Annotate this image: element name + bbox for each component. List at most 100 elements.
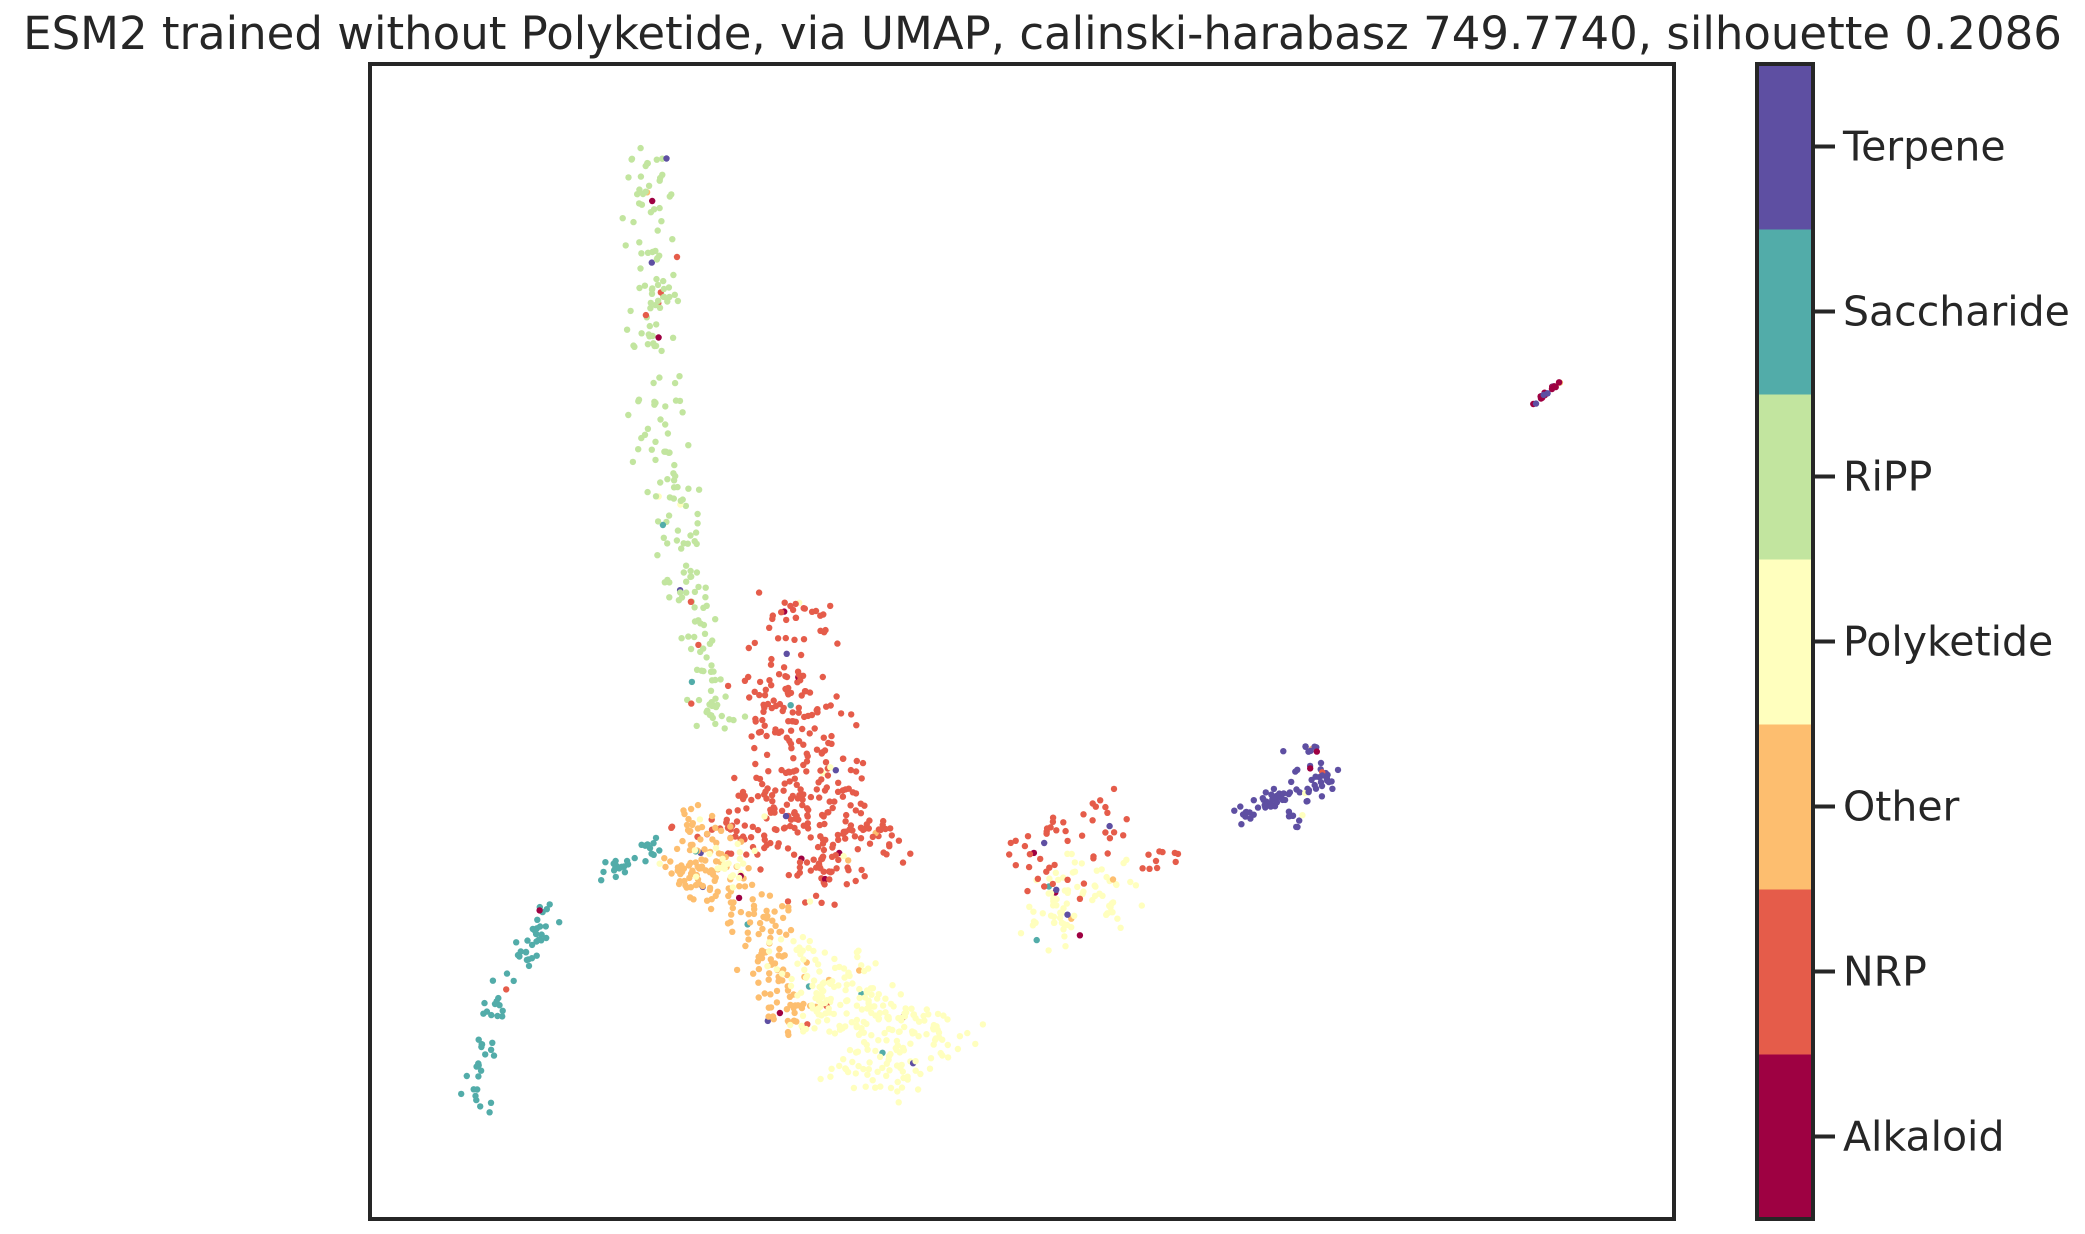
data-point: [679, 409, 686, 416]
data-point: [896, 1028, 903, 1035]
data-point: [650, 851, 657, 858]
data-point: [821, 881, 828, 888]
data-point: [713, 839, 720, 846]
data-point: [692, 881, 700, 889]
data-point: [742, 942, 749, 950]
data-point: [817, 833, 824, 840]
data-point: [829, 804, 836, 812]
data-point: [664, 476, 671, 483]
data-point: [783, 650, 790, 657]
data-point: [894, 1078, 901, 1086]
data-point: [494, 1012, 501, 1020]
data-point: [931, 1036, 939, 1044]
data-point: [771, 809, 778, 816]
data-point: [697, 620, 704, 627]
data-point: [769, 615, 776, 623]
data-point: [812, 892, 820, 899]
data-point: [744, 929, 751, 936]
data-point: [700, 604, 707, 611]
data-point: [843, 1010, 850, 1017]
data-point: [764, 700, 772, 708]
data-point: [756, 919, 764, 927]
data-point: [687, 805, 695, 813]
data-point: [1079, 890, 1086, 898]
data-point: [657, 174, 664, 182]
data-point: [863, 1041, 870, 1049]
data-point: [712, 695, 719, 702]
data-point: [654, 518, 662, 525]
data-point: [778, 609, 785, 616]
data-point: [827, 1073, 834, 1080]
data-point: [677, 497, 684, 504]
data-point: [888, 832, 895, 839]
data-point: [1254, 804, 1262, 811]
data-point: [807, 834, 814, 841]
data-point: [650, 206, 658, 213]
data-point: [1109, 876, 1117, 883]
data-point: [748, 796, 755, 804]
data-point: [787, 727, 795, 734]
data-point: [1051, 861, 1058, 869]
data-point: [1064, 837, 1071, 845]
data-point: [773, 987, 781, 995]
data-point: [843, 881, 850, 888]
data-point: [773, 999, 781, 1006]
data-point: [696, 816, 704, 823]
data-point: [817, 612, 824, 619]
data-point: [748, 733, 755, 740]
data-point: [1049, 880, 1057, 888]
data-point: [499, 1013, 506, 1020]
data-point: [863, 989, 870, 996]
data-point: [926, 1065, 934, 1072]
data-point: [473, 1096, 480, 1104]
data-point: [734, 807, 741, 814]
data-point: [792, 614, 800, 621]
data-point: [794, 829, 801, 836]
data-point: [1078, 832, 1086, 839]
data-point: [635, 398, 642, 405]
data-point: [664, 430, 672, 437]
data-point: [475, 1036, 482, 1043]
data-point: [1053, 886, 1060, 893]
data-point: [723, 816, 730, 823]
data-point: [1262, 789, 1270, 796]
data-point: [1296, 817, 1303, 824]
data-point: [885, 1025, 893, 1033]
data-point: [665, 284, 673, 291]
data-point: [804, 825, 812, 832]
data-point: [815, 860, 823, 867]
data-point: [803, 750, 810, 757]
data-point: [1060, 926, 1067, 933]
data-point: [1110, 829, 1118, 836]
data-point: [688, 700, 695, 707]
data-point: [779, 953, 786, 960]
data-point: [708, 812, 716, 820]
data-point: [679, 837, 686, 845]
data-point: [791, 824, 798, 832]
data-point: [751, 744, 758, 752]
data-point: [816, 994, 823, 1001]
data-point: [682, 502, 690, 510]
data-point: [883, 1037, 890, 1044]
data-point: [646, 322, 653, 330]
data-point: [658, 218, 665, 225]
data-point: [812, 956, 819, 963]
data-point: [1097, 797, 1104, 804]
data-point: [542, 923, 549, 930]
data-point: [1089, 817, 1096, 824]
data-point: [727, 899, 735, 906]
data-point: [1025, 863, 1033, 871]
data-point: [737, 908, 745, 916]
data-point: [831, 1030, 839, 1037]
colorbar-label: Polyketide: [1843, 618, 2053, 666]
data-point: [1250, 797, 1258, 804]
data-point: [691, 538, 698, 545]
data-point: [722, 693, 729, 700]
data-point: [843, 981, 850, 988]
data-point: [858, 866, 865, 874]
data-point: [853, 1022, 860, 1029]
data-point: [834, 788, 842, 795]
data-point: [683, 884, 690, 891]
data-point: [482, 1051, 489, 1058]
data-point: [1102, 829, 1109, 836]
